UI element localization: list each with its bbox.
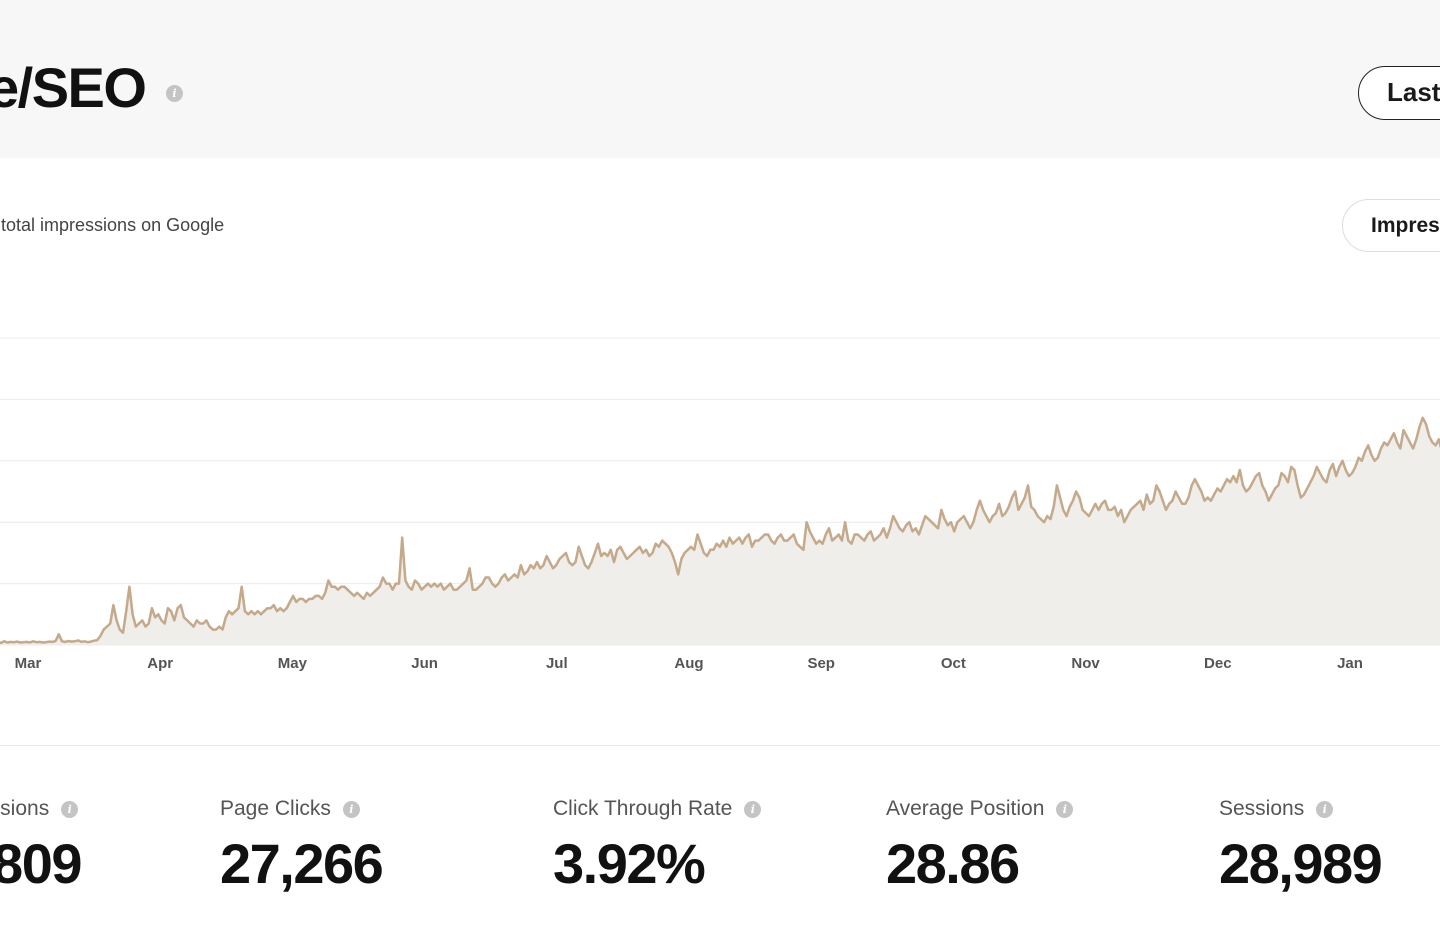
stat-sessions: Sessions i 28,989 xyxy=(1219,794,1383,896)
x-tick-label: Mar xyxy=(15,655,42,672)
x-tick-label: May xyxy=(278,655,308,672)
date-range-button[interactable]: Last xyxy=(1358,66,1440,120)
series-line xyxy=(0,416,1440,645)
stat-value: 28.86 xyxy=(886,832,1020,895)
x-tick-label: Sep xyxy=(807,655,835,672)
stat-value: ,809 xyxy=(0,832,83,895)
stat-label: Average Position xyxy=(886,797,1045,820)
info-icon[interactable]: i xyxy=(1056,800,1074,818)
info-icon[interactable]: i xyxy=(1316,800,1334,818)
stat-value: 28,989 xyxy=(1219,832,1383,895)
x-tick-label: Oct xyxy=(941,655,966,672)
x-tick-label: Jan xyxy=(1337,655,1363,672)
x-tick-label: Jul xyxy=(546,655,568,672)
page-header: e/SEO i Last xyxy=(0,0,1440,158)
divider xyxy=(0,745,1440,746)
stat-label: Click Through Rate xyxy=(553,797,733,820)
x-tick-label: Nov xyxy=(1071,655,1100,672)
stat-impressions: essions i ,809 xyxy=(0,794,83,896)
stat-page-clicks: Page Clicks i 27,266 xyxy=(220,794,384,896)
info-icon[interactable]: i xyxy=(166,85,183,102)
stat-average-position: Average Position i 28.86 xyxy=(886,794,1074,896)
metric-selector-button[interactable]: Impres xyxy=(1342,199,1440,252)
stat-click-through-rate: Click Through Rate i 3.92% xyxy=(553,794,762,896)
x-tick-label: Apr xyxy=(147,655,173,672)
info-icon[interactable]: i xyxy=(61,800,79,818)
page-title: e/SEO xyxy=(0,56,147,119)
area-fill xyxy=(0,417,1440,645)
stat-label: Page Clicks xyxy=(220,797,331,820)
info-icon[interactable]: i xyxy=(342,800,360,818)
stat-value: 27,266 xyxy=(220,832,384,895)
impressions-chart: Mar Apr May Jun Jul Aug Sep Oct Nov Dec Jan xyxy=(0,337,1440,672)
stat-value: 3.92% xyxy=(553,832,706,895)
x-tick-label: Jun xyxy=(411,655,438,672)
x-tick-label: Aug xyxy=(674,655,703,672)
stat-label: Sessions xyxy=(1219,797,1305,820)
info-icon[interactable]: i xyxy=(744,800,762,818)
chart-description: g total impressions on Google xyxy=(0,215,225,235)
stat-label: essions xyxy=(0,797,50,820)
x-tick-label: Dec xyxy=(1204,655,1232,672)
